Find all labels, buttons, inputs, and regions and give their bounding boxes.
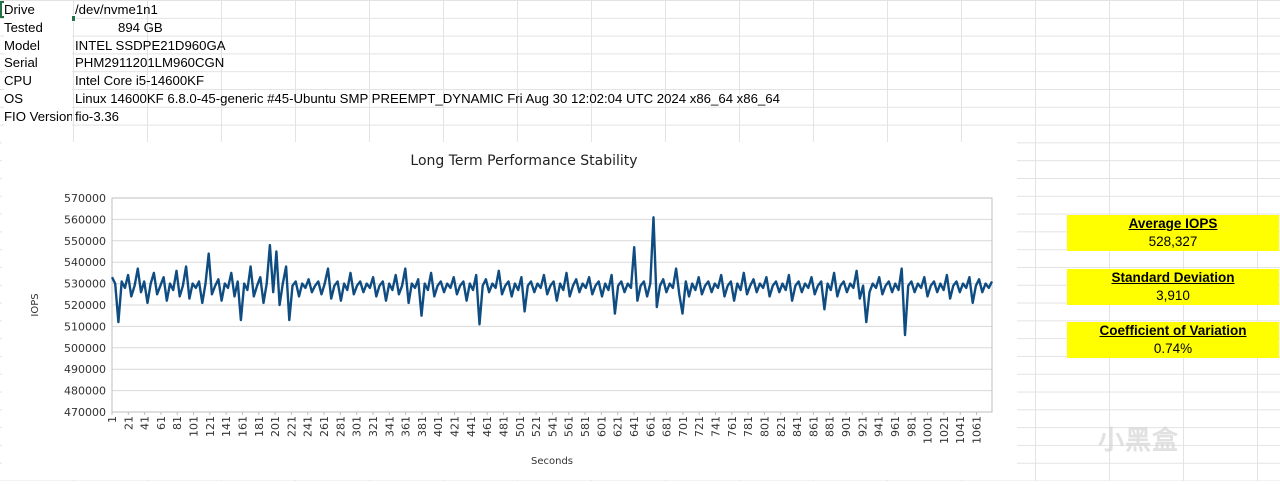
x-tick-label: 61 bbox=[155, 416, 168, 430]
info-label[interactable]: Model bbox=[4, 36, 72, 55]
x-tick-label: 721 bbox=[693, 416, 706, 437]
chart-area[interactable]: Long Term Performance Stability 470000 480… bbox=[2, 142, 1017, 480]
x-tick-label: 801 bbox=[758, 416, 771, 437]
x-tick-label: 21 bbox=[122, 416, 135, 430]
x-tick-label: 161 bbox=[236, 416, 249, 437]
x-tick-label: 781 bbox=[742, 416, 755, 437]
y-tick-label: 530000 bbox=[64, 278, 106, 291]
y-tick-label: 520000 bbox=[64, 299, 106, 312]
x-tick-label: 181 bbox=[253, 416, 266, 437]
watermark-logo: 小黑盒 bbox=[1098, 425, 1180, 455]
info-value[interactable]: PHM2911201LM960CGN bbox=[75, 55, 225, 71]
x-tick-label: 101 bbox=[188, 416, 201, 437]
x-tick-label: 841 bbox=[791, 416, 804, 437]
x-tick-label: 481 bbox=[497, 416, 510, 437]
x-tick-label: 541 bbox=[546, 416, 559, 437]
x-tick-label: 601 bbox=[595, 416, 608, 437]
x-tick-label: 741 bbox=[710, 416, 723, 437]
x-tick-label: 861 bbox=[807, 416, 820, 437]
x-tick-label: 281 bbox=[334, 416, 347, 437]
coefficient-of-variation-value: 0.74% bbox=[1153, 341, 1193, 356]
series-line bbox=[110, 216, 994, 337]
x-tick-label: 41 bbox=[139, 416, 152, 430]
y-tick-label: 470000 bbox=[64, 406, 106, 419]
y-tick-label: 480000 bbox=[64, 385, 106, 398]
x-tick-label: 1 bbox=[106, 416, 119, 423]
x-tick-label: 421 bbox=[449, 416, 462, 437]
x-tick-label: 301 bbox=[351, 416, 364, 437]
y-tick-label: 560000 bbox=[64, 213, 106, 226]
x-tick-label: 821 bbox=[775, 416, 788, 437]
x-tick-label: 1061 bbox=[971, 416, 984, 444]
x-tick-label: 941 bbox=[873, 416, 886, 437]
y-axis-title: IOPS bbox=[30, 293, 41, 316]
x-tick-label: 561 bbox=[563, 416, 576, 437]
x-tick-label: 81 bbox=[171, 416, 184, 430]
info-value[interactable]: Linux 14600KF 6.8.0-45-generic #45-Ubunt… bbox=[75, 90, 780, 106]
info-label[interactable]: Tested bbox=[4, 18, 72, 37]
x-tick-label: 461 bbox=[481, 416, 494, 437]
x-tick-label: 201 bbox=[269, 416, 282, 437]
x-tick-label: 681 bbox=[661, 416, 674, 437]
x-tick-label: 701 bbox=[677, 416, 690, 437]
info-value[interactable]: INTEL SSDPE21D960GA bbox=[75, 37, 226, 53]
x-tick-label: 341 bbox=[383, 416, 396, 437]
info-label[interactable]: CPU bbox=[4, 72, 72, 90]
y-tick-label: 550000 bbox=[64, 235, 106, 248]
x-tick-label: 641 bbox=[628, 416, 641, 437]
x-tick-label: 761 bbox=[726, 416, 739, 437]
x-tick-label: 381 bbox=[416, 416, 429, 437]
x-tick-label: 621 bbox=[612, 416, 625, 437]
x-tick-label: 321 bbox=[367, 416, 380, 437]
y-tick-label: 540000 bbox=[64, 256, 106, 269]
coefficient-of-variation-box[interactable]: Coefficient of Variation 0.74% bbox=[1067, 322, 1279, 358]
info-label[interactable]: Drive bbox=[4, 1, 72, 19]
x-tick-label: 241 bbox=[302, 416, 315, 437]
x-tick-label: 921 bbox=[856, 416, 869, 437]
x-axis-title: Seconds bbox=[531, 456, 573, 467]
x-tick-label: 1001 bbox=[922, 416, 935, 444]
info-label[interactable]: FIO Version bbox=[4, 107, 72, 126]
x-tick-label: 501 bbox=[514, 416, 527, 437]
x-tick-label: 1021 bbox=[938, 416, 951, 444]
info-value[interactable]: Intel Core i5-14600KF bbox=[75, 73, 205, 89]
line-chart: Long Term Performance Stability 470000 480… bbox=[30, 153, 994, 467]
x-tick-label: 981 bbox=[905, 416, 918, 437]
info-value[interactable]: 894 GB bbox=[118, 19, 163, 35]
info-label[interactable]: OS bbox=[4, 89, 72, 108]
info-label[interactable]: Serial bbox=[4, 54, 72, 73]
x-tick-label: 401 bbox=[432, 416, 445, 437]
x-tick-label: 521 bbox=[530, 416, 543, 437]
standard-deviation-box[interactable]: Standard Deviation 3,910 bbox=[1067, 269, 1279, 305]
x-tick-label: 581 bbox=[579, 416, 592, 437]
standard-deviation-label: Standard Deviation bbox=[1111, 270, 1235, 285]
chart-title: Long Term Performance Stability bbox=[410, 153, 637, 169]
x-tick-label: 961 bbox=[889, 416, 902, 437]
x-tick-label: 221 bbox=[285, 416, 298, 437]
standard-deviation-value: 3,910 bbox=[1156, 288, 1190, 303]
y-tick-label: 570000 bbox=[64, 192, 106, 205]
info-value[interactable]: /dev/nvme1n1 bbox=[75, 2, 158, 17]
y-tick-label: 510000 bbox=[64, 320, 106, 333]
x-tick-label: 661 bbox=[644, 416, 657, 437]
average-iops-value: 528,327 bbox=[1148, 234, 1198, 249]
x-tick-label: 141 bbox=[220, 416, 233, 437]
y-tick-label: 500000 bbox=[64, 342, 106, 355]
info-value[interactable]: fio-3.36 bbox=[75, 108, 119, 124]
x-tick-label: 881 bbox=[824, 416, 837, 437]
average-iops-box[interactable]: Average IOPS 528,327 bbox=[1067, 215, 1279, 251]
y-tick-label: 490000 bbox=[64, 363, 106, 376]
x-tick-label: 901 bbox=[840, 416, 853, 437]
x-tick-label: 361 bbox=[400, 416, 413, 437]
x-tick-label: 121 bbox=[204, 416, 217, 437]
coefficient-of-variation-label: Coefficient of Variation bbox=[1099, 323, 1247, 338]
x-tick-label: 261 bbox=[318, 416, 331, 437]
x-tick-label: 441 bbox=[465, 416, 478, 437]
average-iops-label: Average IOPS bbox=[1128, 216, 1218, 231]
x-tick-label: 1041 bbox=[954, 416, 967, 444]
